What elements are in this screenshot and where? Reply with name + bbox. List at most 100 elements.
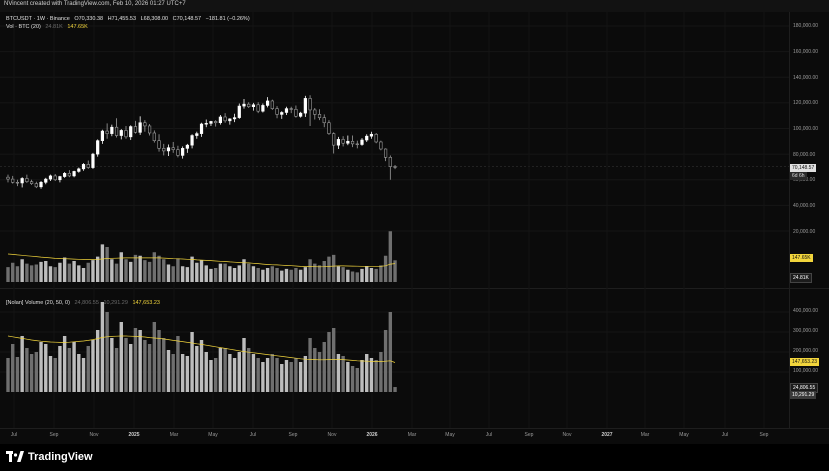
current-price-badge: 70,148.57 xyxy=(790,164,817,172)
tradingview-logo[interactable]: TradingView xyxy=(6,451,93,463)
indicator-ma-line xyxy=(7,335,396,363)
volume-bar xyxy=(67,263,72,282)
price-tick: 140,000.00 xyxy=(793,75,819,81)
time-tick-label: Sep xyxy=(49,432,59,438)
volume-indicator-label[interactable]: [Nolan] Volume (20, 50, 0) xyxy=(6,300,70,306)
volume-bar xyxy=(166,264,171,282)
volume-bar xyxy=(393,260,397,282)
volume-bar xyxy=(280,270,284,282)
vol-legend-row: Vol · BTC (20) 24.81K 147.65K xyxy=(6,24,91,30)
volume-bar xyxy=(105,247,109,282)
indicator-volume-bar xyxy=(185,356,190,392)
volume-bar xyxy=(313,263,317,282)
vol-ma-badge: 147.65K xyxy=(790,254,813,262)
indicator-volume-bar xyxy=(39,342,43,392)
symbol-label[interactable]: BTCUSDT · 1W · Binance xyxy=(6,16,70,22)
pane-separator[interactable] xyxy=(0,288,829,289)
volume-bar xyxy=(275,268,279,282)
volume-bar xyxy=(81,268,86,282)
candle-body xyxy=(6,176,10,180)
candle-body xyxy=(355,143,359,145)
indicator-volume-bar xyxy=(162,338,166,392)
candle-body xyxy=(48,175,53,180)
candle-body xyxy=(341,139,345,144)
volume-bar xyxy=(176,258,180,282)
candle-body xyxy=(294,108,298,117)
ohlc-close: C70,148.57 xyxy=(172,16,202,22)
candle-body xyxy=(256,104,260,112)
volume-bar xyxy=(365,266,369,282)
volume-bar xyxy=(327,256,331,282)
indicator-volume-bar xyxy=(72,342,76,392)
volume-bar xyxy=(86,262,90,282)
candle-body xyxy=(303,98,307,114)
time-tick-label: Sep xyxy=(759,432,769,438)
volume-bar xyxy=(355,272,359,282)
volume-bar xyxy=(383,255,388,282)
volume-bar xyxy=(147,261,152,282)
indicator-volume-bar xyxy=(15,357,20,392)
candle-body xyxy=(176,149,180,156)
time-tick-label: May xyxy=(208,432,218,438)
time-tick-label: May xyxy=(679,432,689,438)
volume-bar xyxy=(91,260,95,282)
volume-bar xyxy=(308,259,312,282)
price-tick: 60,000.00 xyxy=(793,177,816,183)
volume-bar xyxy=(190,256,194,282)
indicator-volume-bar xyxy=(62,336,67,392)
price-tick: 40,000.00 xyxy=(793,203,816,209)
indicator-volume-bar xyxy=(171,354,175,392)
indicator-volume-bar xyxy=(20,336,24,392)
volume-badge-2: 10,291.29 xyxy=(790,391,817,399)
volume-bar xyxy=(331,254,336,282)
candle-body xyxy=(181,148,185,156)
volume-bar xyxy=(336,266,341,282)
indicator-volume-bar xyxy=(95,330,100,392)
candle-body xyxy=(289,108,293,110)
volume-bar xyxy=(242,259,246,282)
volume-value-1: 24,806.55 xyxy=(74,300,99,306)
indicator-volume-bar xyxy=(336,354,341,392)
indicator-volume-bar xyxy=(91,340,95,392)
candle-body xyxy=(129,126,133,138)
time-tick-label: Mar xyxy=(640,432,650,438)
volume-bar xyxy=(251,266,256,282)
volume-bar xyxy=(223,263,227,282)
candle-body xyxy=(346,141,350,144)
candle-body xyxy=(332,133,336,146)
indicator-volume-bar xyxy=(77,354,81,392)
volume-bar xyxy=(138,255,142,282)
candle-body xyxy=(214,121,218,124)
indicator-volume-bar xyxy=(228,354,232,392)
vol-indicator-label[interactable]: Vol · BTC (20) xyxy=(6,24,41,30)
volume-bar xyxy=(218,263,223,282)
indicator-volume-bar xyxy=(34,352,39,392)
time-axis[interactable] xyxy=(0,428,829,445)
time-tick-label: Mar xyxy=(407,432,417,438)
volume-bar xyxy=(25,263,29,282)
indicator-volume-bar xyxy=(147,344,152,392)
volume-tick: 400,000.00 xyxy=(793,308,819,314)
indicator-volume-bar xyxy=(157,330,161,392)
volume-bar xyxy=(270,266,275,282)
candle-body xyxy=(223,116,227,122)
volume-bar xyxy=(20,259,24,282)
candle-body xyxy=(119,130,123,136)
candle-body xyxy=(232,117,237,120)
indicator-volume-bar xyxy=(247,348,251,392)
volume-ma-value: 147,653.23 xyxy=(132,300,160,306)
volume-bar xyxy=(256,268,260,282)
indicator-volume-bar xyxy=(265,358,270,392)
indicator-volume-bar xyxy=(204,352,208,392)
volume-tick: 100,000.00 xyxy=(793,368,819,374)
candle-body xyxy=(185,144,189,149)
candle-body xyxy=(77,168,81,172)
indicator-volume-bar xyxy=(81,358,86,392)
indicator-volume-bar xyxy=(29,354,34,392)
volume-bar xyxy=(171,266,175,282)
indicator-volume-bar xyxy=(331,328,336,392)
candle-body xyxy=(100,130,104,141)
indicator-volume-bar xyxy=(25,348,29,392)
indicator-volume-bar xyxy=(365,354,369,392)
volume-bar xyxy=(265,268,270,282)
